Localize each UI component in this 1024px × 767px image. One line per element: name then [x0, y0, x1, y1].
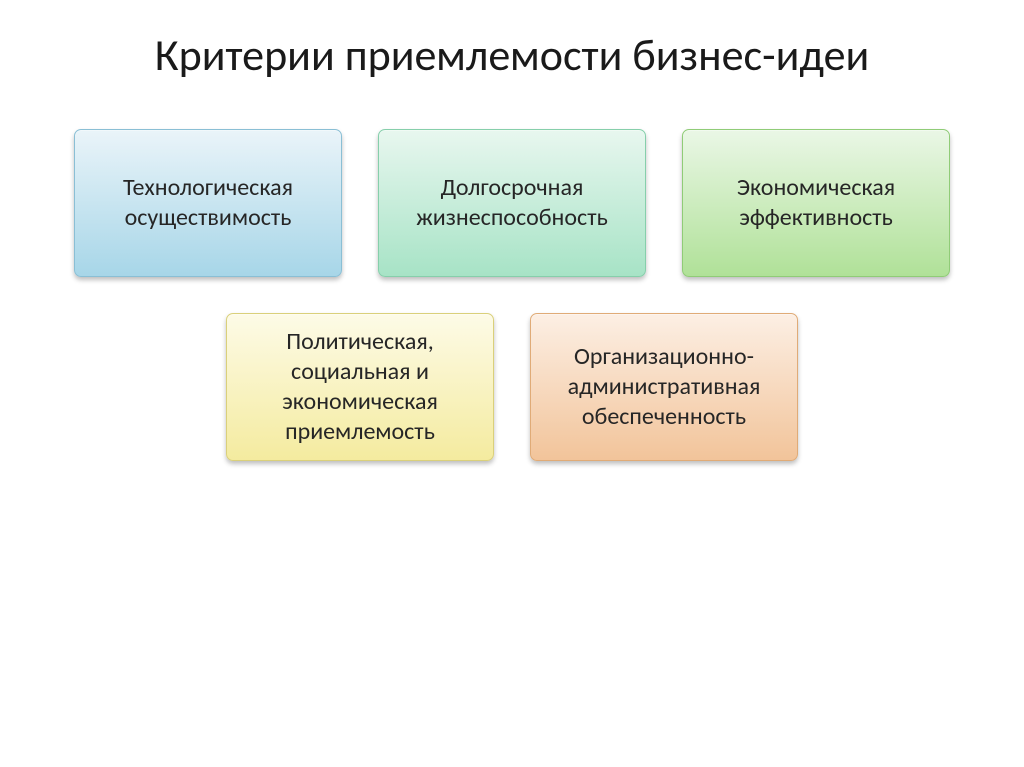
box-rows: Технологическая осуществимость Долгосроч… — [74, 129, 950, 461]
box-political-social-acceptability: Политическая, социальная и экономическая… — [226, 313, 494, 461]
slide: Критерии приемлемости бизнес-идеи Технол… — [0, 0, 1024, 767]
row-2: Политическая, социальная и экономическая… — [226, 313, 798, 461]
box-tech-feasibility: Технологическая осуществимость — [74, 129, 342, 277]
row-1: Технологическая осуществимость Долгосроч… — [74, 129, 950, 277]
box-long-term-viability: Долгосрочная жизнеспособность — [378, 129, 646, 277]
slide-title: Критерии приемлемости бизнес-идеи — [155, 30, 870, 81]
box-organizational-support: Организационно-административная обеспече… — [530, 313, 798, 461]
box-economic-efficiency: Экономическая эффективность — [682, 129, 950, 277]
